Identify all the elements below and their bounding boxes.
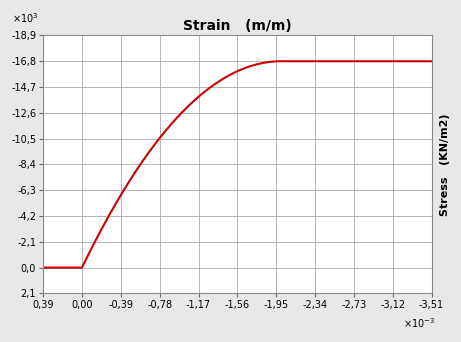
Text: $\times$10$^{-3}$: $\times$10$^{-3}$	[403, 317, 436, 330]
Title: Strain   (m/m): Strain (m/m)	[183, 19, 292, 33]
Y-axis label: Stress   (KN/m2): Stress (KN/m2)	[440, 113, 450, 216]
Text: $\times$10$^3$: $\times$10$^3$	[12, 11, 39, 25]
